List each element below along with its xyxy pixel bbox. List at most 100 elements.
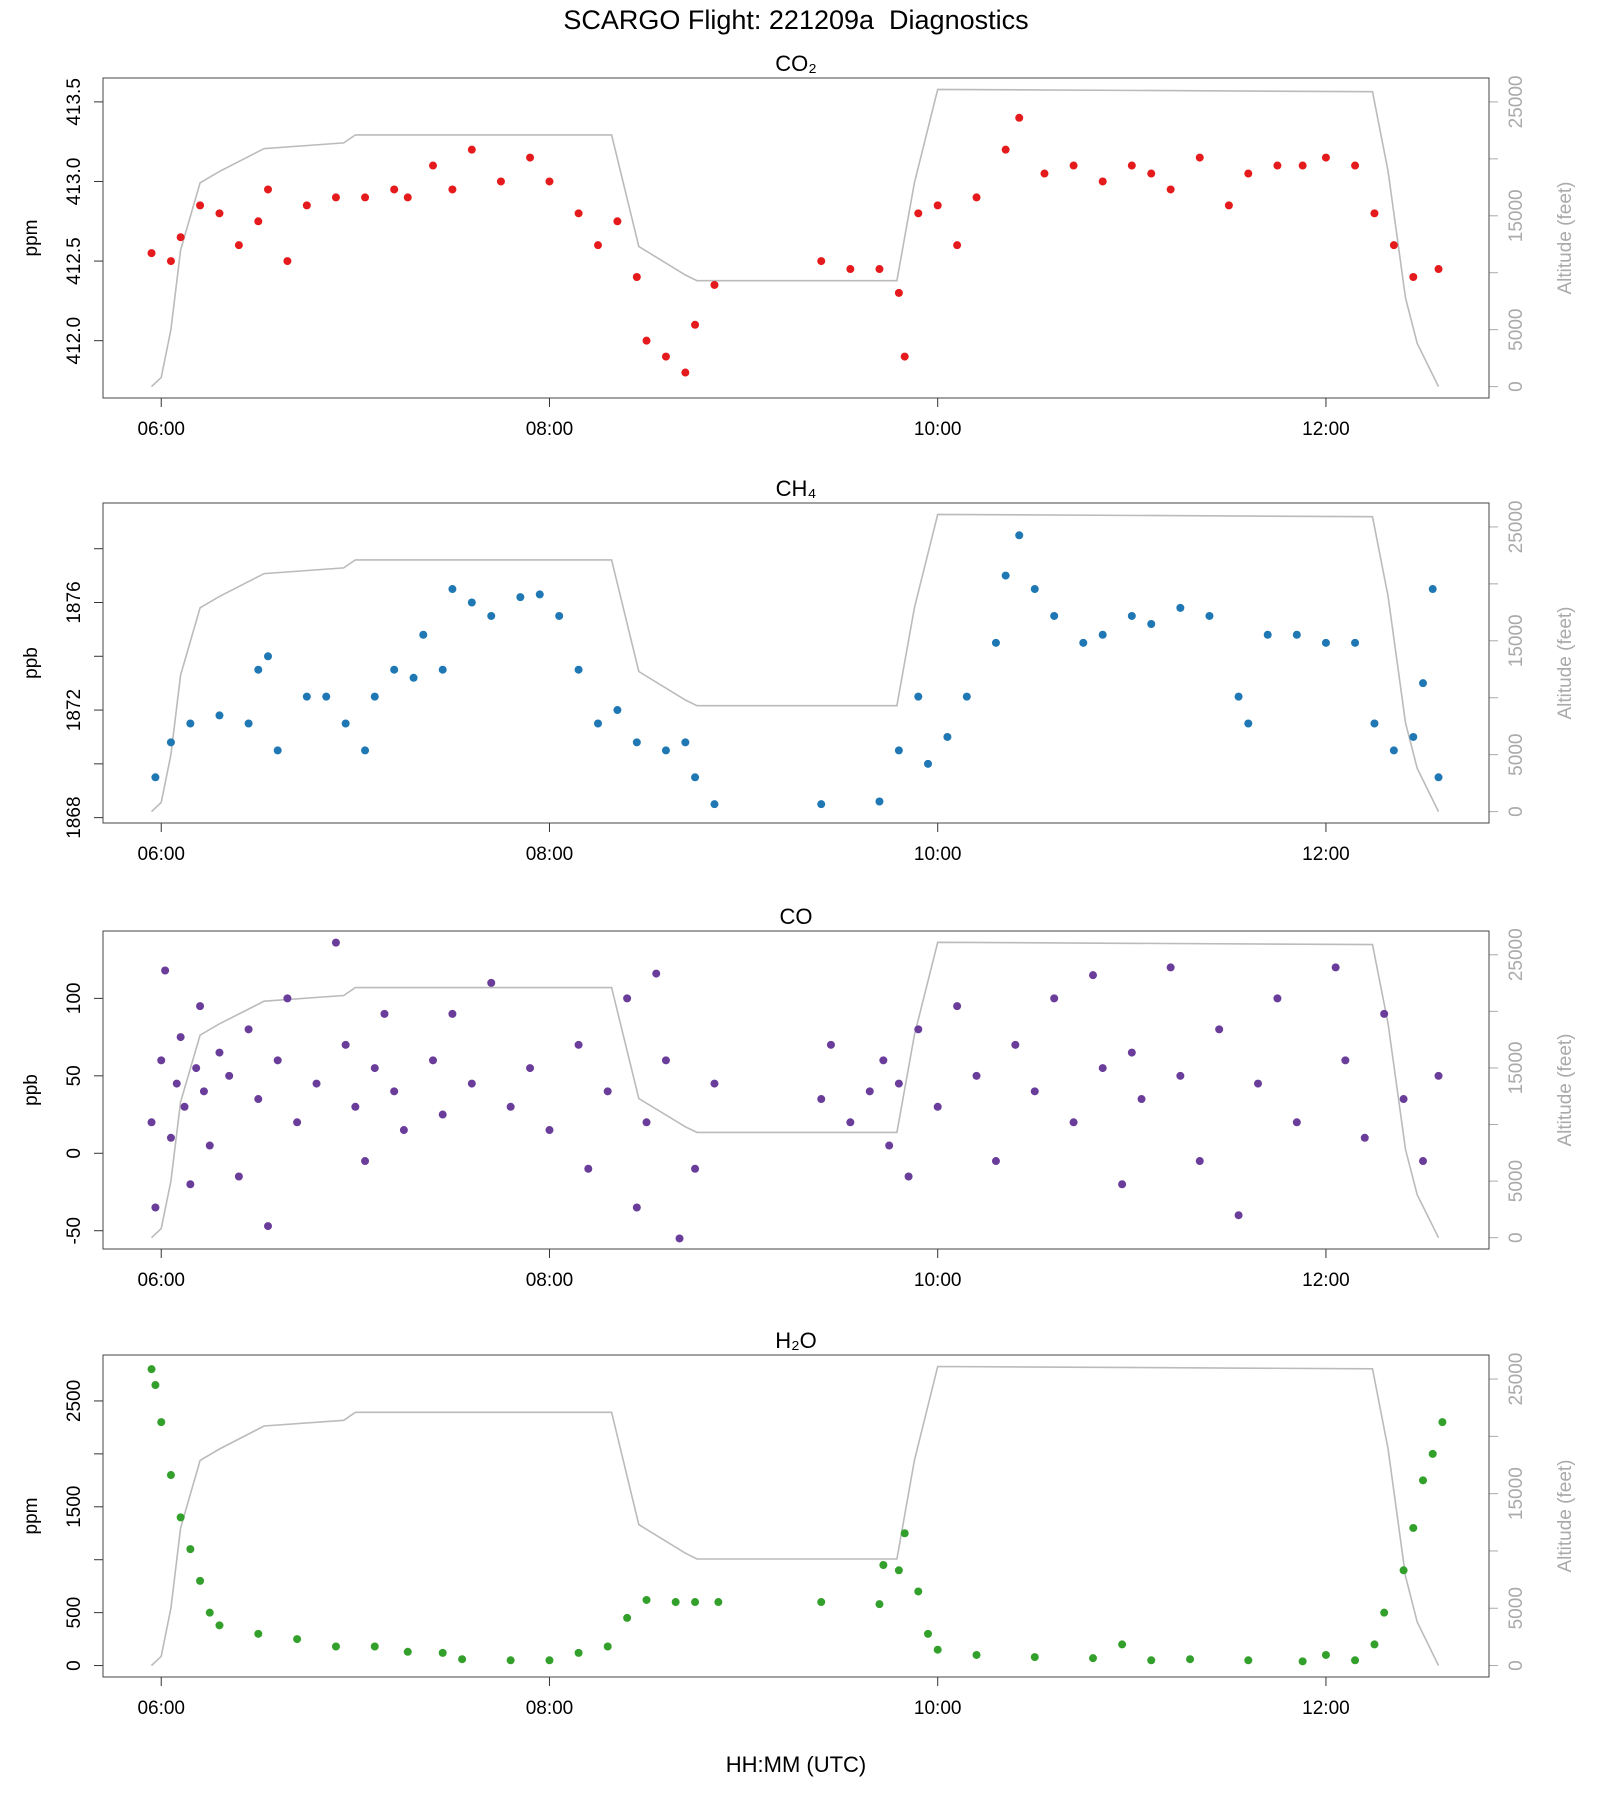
data-point xyxy=(370,1642,379,1651)
data-point xyxy=(516,593,525,602)
data-point xyxy=(1166,963,1175,972)
y2-tick-label: 0 xyxy=(1506,381,1527,392)
data-point xyxy=(341,719,350,728)
data-point xyxy=(691,1598,700,1607)
data-point xyxy=(331,938,340,947)
data-point xyxy=(526,1064,535,1073)
data-point xyxy=(157,1056,166,1065)
data-point xyxy=(1015,531,1024,540)
data-point xyxy=(894,288,903,297)
data-point xyxy=(1069,161,1078,170)
data-point xyxy=(1001,145,1010,154)
data-point xyxy=(1001,571,1010,580)
y-tick-label: 412.0 xyxy=(64,317,85,365)
data-point xyxy=(1234,1211,1243,1220)
data-point xyxy=(894,1079,903,1088)
plot-frame xyxy=(102,930,1490,1250)
data-point xyxy=(403,1647,412,1656)
x-tick-label: 10:00 xyxy=(914,419,962,440)
data-point xyxy=(215,1621,224,1630)
data-point xyxy=(487,611,496,620)
data-point xyxy=(1147,620,1156,629)
x-tick-label: 06:00 xyxy=(137,1698,185,1719)
data-point xyxy=(186,1545,195,1554)
data-point xyxy=(496,177,505,186)
data-point xyxy=(933,1645,942,1654)
y2-tick-label: 15000 xyxy=(1506,614,1527,667)
y-tick-label: 0 xyxy=(64,1660,85,1671)
y-tick-label: 1868 xyxy=(64,796,85,838)
data-point xyxy=(826,1040,835,1049)
data-point xyxy=(545,1656,554,1665)
y2-tick-label: 0 xyxy=(1506,1660,1527,1671)
data-point xyxy=(1380,1009,1389,1018)
data-point xyxy=(438,1648,447,1657)
data-point xyxy=(933,201,942,210)
data-point xyxy=(157,1418,166,1427)
data-point xyxy=(1118,1640,1127,1649)
data-point xyxy=(273,746,282,755)
data-point xyxy=(1389,746,1398,755)
data-point xyxy=(914,692,923,701)
data-point xyxy=(302,201,311,210)
altitude-line xyxy=(150,941,1440,1239)
data-point xyxy=(865,1087,874,1096)
data-point xyxy=(1118,1180,1127,1189)
data-point xyxy=(199,1087,208,1096)
data-point xyxy=(1263,630,1272,639)
data-point xyxy=(192,1064,201,1073)
y-tick-label: 412.5 xyxy=(64,237,85,285)
data-point xyxy=(1176,1071,1185,1080)
x-tick-label: 12:00 xyxy=(1302,1270,1350,1291)
data-point xyxy=(147,1365,156,1374)
data-point xyxy=(254,217,263,226)
data-point xyxy=(293,1635,302,1644)
x-tick-label: 08:00 xyxy=(526,1270,574,1291)
data-point xyxy=(166,257,175,266)
data-point xyxy=(254,1629,263,1638)
data-point xyxy=(244,719,253,728)
x-tick-label: 12:00 xyxy=(1302,419,1350,440)
data-point xyxy=(972,193,981,202)
x-tick-label: 06:00 xyxy=(137,1270,185,1291)
data-point xyxy=(409,673,418,682)
data-point xyxy=(623,1613,632,1622)
data-point xyxy=(603,1642,612,1651)
y-tick-label: 1876 xyxy=(64,581,85,623)
data-point xyxy=(1399,1095,1408,1104)
data-point xyxy=(642,1595,651,1604)
y-tick-label: 1872 xyxy=(64,689,85,731)
data-point xyxy=(710,800,719,809)
data-point xyxy=(584,1164,593,1173)
data-point xyxy=(623,994,632,1003)
y2-tick-label: 15000 xyxy=(1506,189,1527,242)
data-point xyxy=(264,185,272,194)
data-point xyxy=(545,177,554,186)
data-point xyxy=(390,1087,399,1096)
data-point xyxy=(1127,1048,1136,1057)
data-point xyxy=(613,217,622,226)
y2-axis-label: Altitude (feet) xyxy=(1555,1460,1576,1573)
plot-frame xyxy=(102,1354,1490,1678)
data-point xyxy=(186,1180,195,1189)
y-tick-label: 0 xyxy=(64,1148,85,1159)
data-point xyxy=(166,1133,175,1142)
data-point xyxy=(894,1566,903,1575)
data-point xyxy=(1186,1655,1195,1664)
data-point xyxy=(1380,1608,1389,1617)
x-tick-label: 10:00 xyxy=(914,1698,962,1719)
x-tick-label: 12:00 xyxy=(1302,844,1350,865)
x-tick-label: 12:00 xyxy=(1302,1698,1350,1719)
data-point xyxy=(991,1157,1000,1166)
x-tick-label: 10:00 xyxy=(914,1270,962,1291)
data-point xyxy=(574,209,583,218)
data-point xyxy=(399,1126,408,1135)
data-point xyxy=(661,352,670,361)
data-point xyxy=(215,209,224,218)
data-point xyxy=(642,336,651,345)
data-point xyxy=(1098,177,1107,186)
y2-tick-label: 5000 xyxy=(1506,1587,1527,1629)
y-tick-label: 2500 xyxy=(64,1380,85,1422)
data-point xyxy=(894,746,903,755)
data-point xyxy=(1040,169,1049,178)
